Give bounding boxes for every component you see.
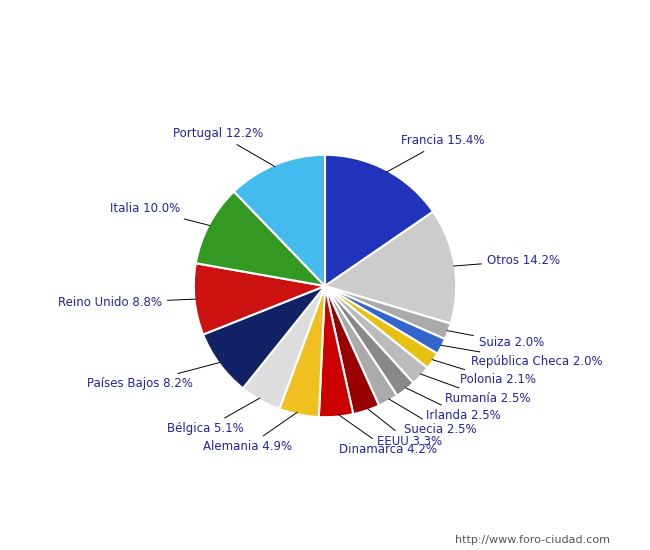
Text: Francia 15.4%: Francia 15.4% xyxy=(387,134,485,172)
Text: Rumanía 2.5%: Rumanía 2.5% xyxy=(421,374,530,405)
Text: Bélgica 5.1%: Bélgica 5.1% xyxy=(167,398,260,435)
Wedge shape xyxy=(243,286,325,409)
Text: Otros 14.2%: Otros 14.2% xyxy=(454,254,560,267)
Wedge shape xyxy=(325,155,433,286)
Wedge shape xyxy=(325,286,413,395)
Wedge shape xyxy=(325,286,445,354)
Text: EEUU 3.3%: EEUU 3.3% xyxy=(367,409,442,448)
Wedge shape xyxy=(325,286,450,339)
Wedge shape xyxy=(325,286,379,414)
Text: Alemania 4.9%: Alemania 4.9% xyxy=(203,412,297,453)
Wedge shape xyxy=(280,286,325,417)
Text: Reino Unido 8.8%: Reino Unido 8.8% xyxy=(58,296,196,309)
Wedge shape xyxy=(325,212,456,323)
Wedge shape xyxy=(325,286,437,368)
Wedge shape xyxy=(325,286,428,383)
Text: Irlanda 2.5%: Irlanda 2.5% xyxy=(406,388,500,422)
Wedge shape xyxy=(203,286,325,388)
Wedge shape xyxy=(325,286,397,405)
Text: Italia 10.0%: Italia 10.0% xyxy=(110,202,210,226)
Text: http://www.foro-ciudad.com: http://www.foro-ciudad.com xyxy=(456,535,610,545)
Text: Suecia 2.5%: Suecia 2.5% xyxy=(389,399,476,436)
Wedge shape xyxy=(318,286,353,417)
Text: Portugal 12.2%: Portugal 12.2% xyxy=(174,128,275,167)
Wedge shape xyxy=(194,263,325,334)
Text: Dinamarca 4.2%: Dinamarca 4.2% xyxy=(338,414,437,456)
Text: República Checa 2.0%: República Checa 2.0% xyxy=(441,345,602,368)
Wedge shape xyxy=(196,191,325,286)
Text: Polonia 2.1%: Polonia 2.1% xyxy=(432,360,536,386)
Wedge shape xyxy=(234,155,325,286)
Text: Suiza 2.0%: Suiza 2.0% xyxy=(447,331,544,349)
Text: Teba - Turistas extranjeros según país - Agosto de 2024: Teba - Turistas extranjeros según país -… xyxy=(86,15,564,31)
Text: Países Bajos 8.2%: Países Bajos 8.2% xyxy=(87,362,220,390)
